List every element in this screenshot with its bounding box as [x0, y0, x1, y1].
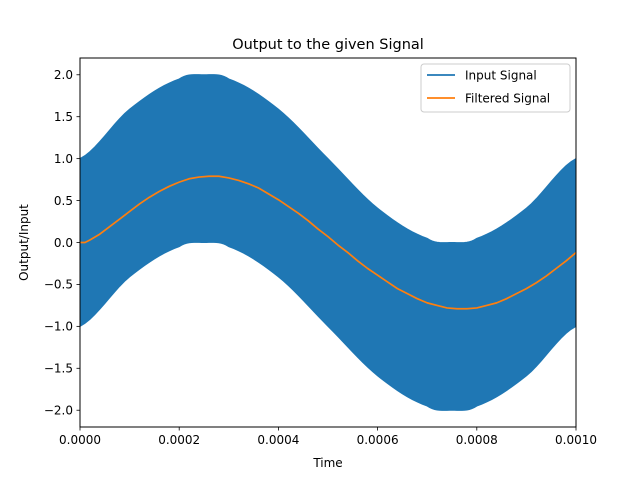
- series-input-signal: [80, 74, 576, 411]
- y-tick-label: −2.0: [44, 404, 73, 418]
- legend-label-input-signal: Input Signal: [465, 69, 537, 83]
- y-tick-label: −1.0: [44, 320, 73, 334]
- x-axis: 0.0000 0.0002 0.0004 0.0006 0.0008 0.0010: [59, 427, 597, 447]
- y-tick-label: 2.0: [54, 68, 73, 82]
- x-tick-label: 0.0002: [158, 433, 200, 447]
- y-tick-label: 1.0: [54, 152, 73, 166]
- x-tick-label: 0.0004: [257, 433, 299, 447]
- y-tick-label: 0.0: [54, 236, 73, 250]
- chart-title: Output to the given Signal: [232, 37, 424, 53]
- y-tick-label: −1.5: [44, 362, 73, 376]
- y-axis: −2.0 −1.5 −1.0 −0.5 0.0 0.5 1.0 1.5 2.0: [44, 68, 80, 418]
- y-tick-label: −0.5: [44, 278, 73, 292]
- legend-box: [420, 63, 571, 113]
- x-tick-label: 0.0008: [456, 433, 498, 447]
- x-axis-label: Time: [312, 456, 342, 470]
- y-tick-label: 1.5: [54, 110, 73, 124]
- series-filtered-signal: [80, 175, 576, 310]
- y-axis-label: Output/Input: [17, 204, 31, 281]
- x-tick-label: 0.0010: [555, 433, 597, 447]
- y-tick-label: 0.5: [54, 194, 73, 208]
- x-tick-label: 0.0006: [357, 433, 399, 447]
- legend: Input Signal Filtered Signal: [420, 63, 571, 113]
- x-tick-label: 0.0000: [59, 433, 101, 447]
- plot-area: [80, 74, 576, 411]
- legend-label-filtered-signal: Filtered Signal: [465, 92, 550, 106]
